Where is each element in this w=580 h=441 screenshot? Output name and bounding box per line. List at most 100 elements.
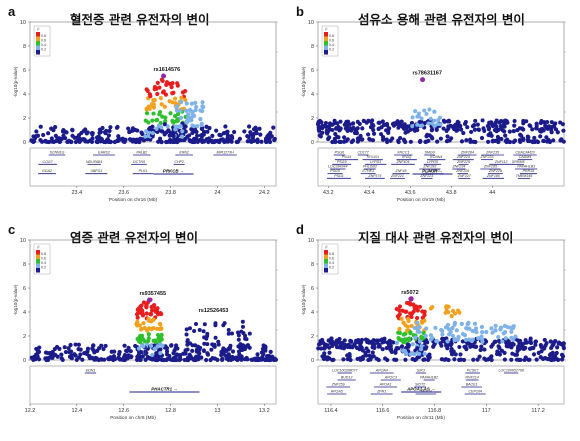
- legend-swatch: [324, 259, 328, 264]
- lead-snp-point: [146, 297, 152, 303]
- gene-label: LYPD5: [427, 160, 438, 164]
- snp-point: [223, 124, 228, 129]
- snp-point: [507, 129, 512, 134]
- snp-point: [150, 352, 155, 358]
- gene-label: IRGQ: [402, 155, 411, 159]
- gene-label: APOA1-AS →: [406, 387, 435, 392]
- snp-point: [169, 85, 174, 90]
- snp-point: [333, 342, 339, 347]
- gene-label: KCNN4: [430, 155, 442, 159]
- snp-point: [421, 357, 426, 362]
- snp-point: [478, 347, 483, 353]
- snp-point: [553, 339, 558, 344]
- lead-snp-point: [408, 296, 414, 302]
- snp-point: [202, 341, 207, 346]
- snp-point: [248, 132, 254, 137]
- gene-label: ZNF180: [486, 174, 500, 178]
- snp-point: [469, 129, 474, 135]
- panel-title: 염증 관련 유전자의 변이: [70, 230, 198, 245]
- snp-point: [153, 309, 158, 314]
- snp-point: [446, 310, 451, 315]
- snp-point: [199, 122, 204, 128]
- snp-point: [380, 340, 385, 345]
- snp-point: [459, 139, 465, 144]
- snp-point: [35, 133, 41, 138]
- snp-point: [370, 122, 375, 127]
- snp-point: [390, 136, 395, 141]
- gene-label: GGA2: [42, 169, 52, 173]
- gene-label: MIR1273H: [217, 151, 235, 155]
- snp-point: [70, 133, 75, 138]
- snp-point: [148, 94, 153, 99]
- snp-point: [371, 131, 377, 136]
- snp-point: [473, 326, 479, 331]
- gene-label: APOA1: [379, 383, 392, 387]
- snp-point: [103, 130, 108, 135]
- x-tick-label: 116.4: [324, 408, 337, 414]
- snp-point: [532, 135, 537, 141]
- snp-point: [337, 345, 342, 350]
- snp-point: [441, 118, 446, 123]
- snp-point: [222, 139, 227, 144]
- legend-tick: 0.2: [329, 266, 334, 270]
- snp-point: [205, 129, 210, 134]
- snp-point: [202, 335, 207, 340]
- snp-point: [72, 352, 77, 357]
- snp-point: [400, 308, 405, 313]
- snp-point: [97, 127, 103, 132]
- snp-point: [486, 127, 491, 132]
- snp-point: [170, 91, 175, 96]
- snp-point: [551, 138, 556, 143]
- snp-point: [479, 344, 484, 349]
- snp-point: [30, 138, 35, 144]
- snp-point: [184, 101, 189, 106]
- y-tick-label: 6: [311, 286, 314, 292]
- snp-point: [133, 127, 138, 133]
- snp-point: [154, 126, 159, 131]
- gene-label: LOC100652768: [498, 369, 523, 373]
- snp-point: [490, 342, 495, 347]
- snp-point: [219, 349, 224, 355]
- legend-swatch: [324, 250, 328, 255]
- snp-point: [145, 88, 150, 93]
- snp-point: [480, 118, 485, 123]
- snp-point: [99, 343, 104, 348]
- snp-point: [213, 323, 218, 328]
- snp-point: [334, 126, 339, 131]
- snp-point: [341, 357, 346, 362]
- snp-point: [445, 138, 450, 144]
- snp-point: [194, 137, 200, 143]
- gene-label: PALB2: [136, 151, 147, 155]
- snp-point: [73, 342, 78, 347]
- snp-point: [90, 131, 95, 136]
- snp-point: [90, 346, 95, 351]
- snp-point: [171, 133, 176, 139]
- snp-point: [543, 123, 548, 128]
- snp-point: [458, 352, 463, 357]
- snp-point: [559, 352, 565, 357]
- snp-point: [475, 357, 480, 362]
- snp-point: [205, 352, 211, 357]
- snp-point: [183, 97, 188, 102]
- snp-point: [494, 118, 499, 123]
- snp-point: [43, 350, 49, 355]
- snp-point: [194, 104, 199, 110]
- snp-point: [521, 121, 526, 126]
- snp-point: [503, 336, 508, 341]
- y-tick-label: 6: [23, 68, 26, 74]
- snp-point: [318, 341, 323, 346]
- snp-point: [377, 344, 382, 349]
- snp-point: [187, 326, 192, 331]
- gene-label: ZNF221: [390, 174, 404, 178]
- snp-point: [143, 349, 148, 354]
- gene-label: LOC284344: [328, 165, 347, 169]
- snp-point: [444, 343, 449, 348]
- snp-point: [461, 130, 466, 136]
- snp-point: [342, 135, 347, 140]
- snp-point: [474, 329, 479, 335]
- gene-label: CEP164: [468, 390, 481, 394]
- snp-point: [370, 345, 375, 350]
- snp-point: [452, 357, 457, 362]
- snp-point: [316, 127, 321, 132]
